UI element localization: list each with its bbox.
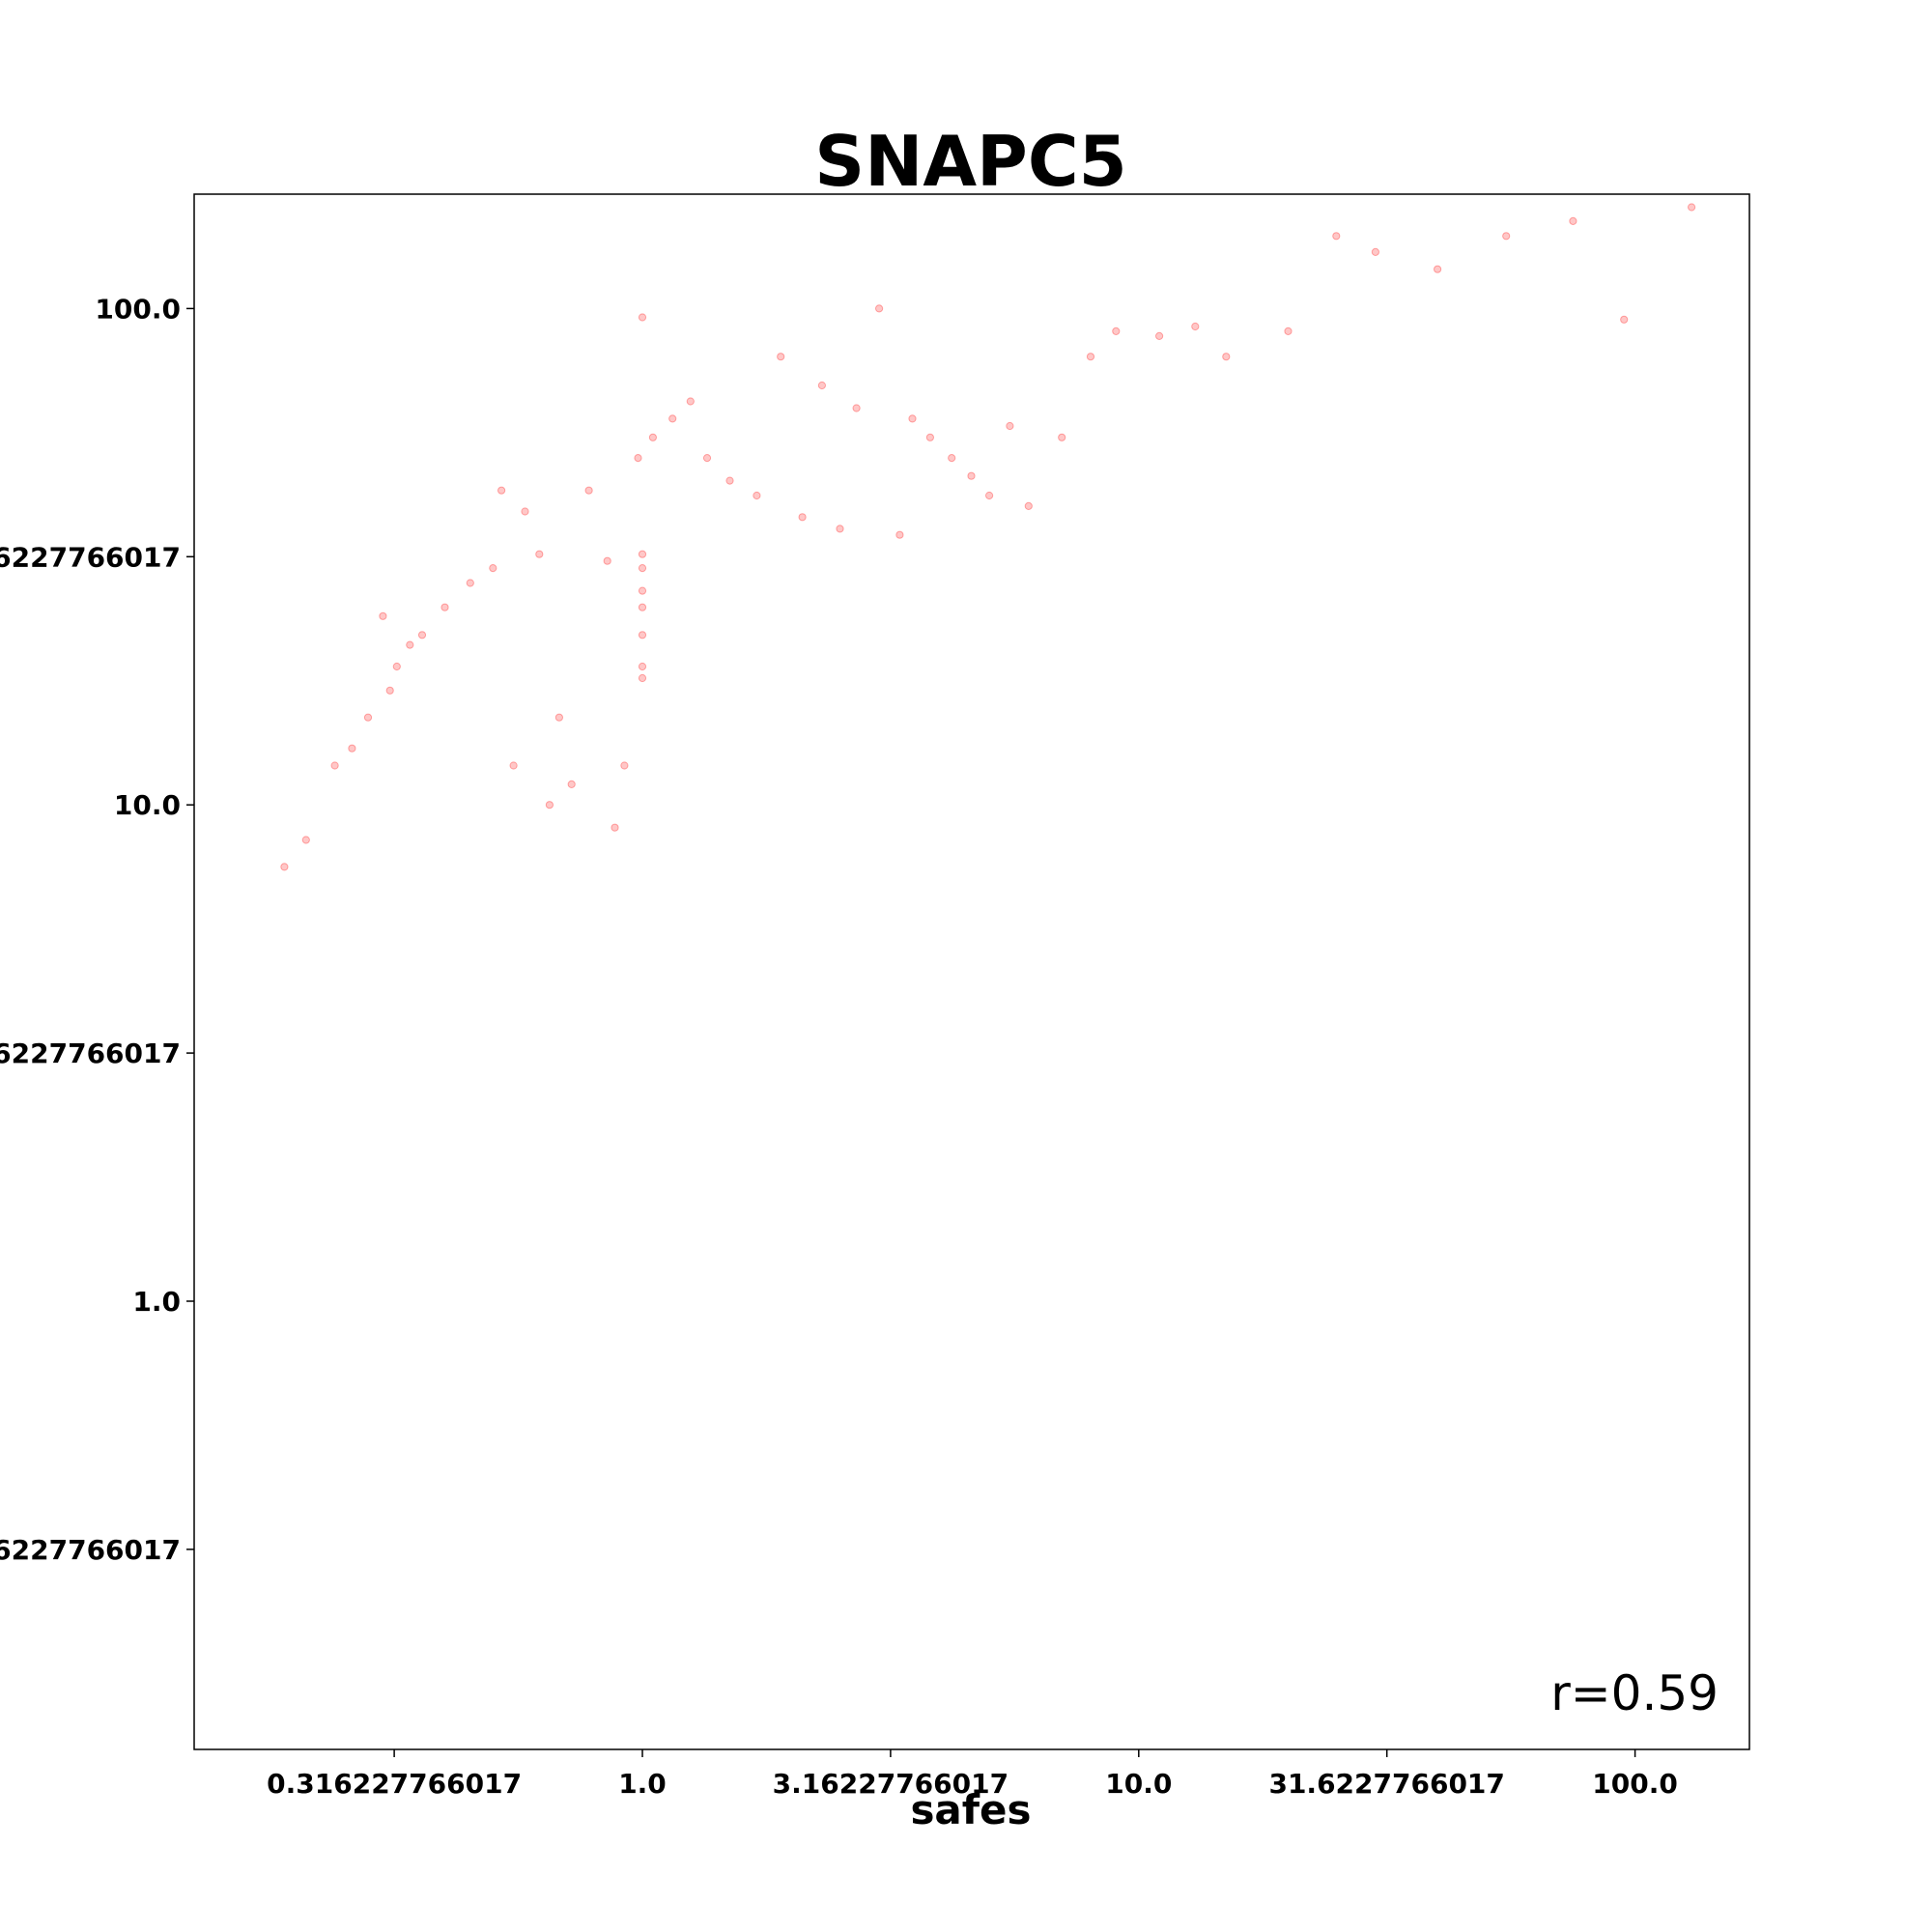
scatter-point xyxy=(545,801,554,810)
scatter-point xyxy=(1434,265,1442,273)
y-tick-label: 3.16227766017 xyxy=(0,1037,181,1069)
scatter-point xyxy=(967,471,976,480)
scatter-point xyxy=(348,744,356,753)
scatter-point xyxy=(1620,315,1629,324)
scatter-point xyxy=(1222,353,1231,361)
scatter-point xyxy=(1332,232,1341,241)
y-axis: 0.316227766017 1.0 3.16227766017 10.0 31.622… xyxy=(0,293,194,1566)
scatter-point xyxy=(301,836,310,844)
scatter-point xyxy=(638,586,647,595)
x-tick-label: 10.0 xyxy=(1105,1768,1172,1800)
scatter-point xyxy=(280,863,289,871)
scatter-point xyxy=(638,550,647,558)
scatter-point xyxy=(702,454,712,463)
scatter-point xyxy=(440,603,449,611)
y-tick-label: 31.6227766017 xyxy=(0,541,181,573)
scatter-point xyxy=(330,761,339,770)
scatter-point xyxy=(567,780,576,789)
y-tick-label: 0.316227766017 xyxy=(0,1534,181,1566)
scatter-point xyxy=(535,550,544,558)
scatter-point xyxy=(1006,421,1014,431)
scatter-point xyxy=(1112,327,1121,335)
scatter-point xyxy=(509,761,518,770)
x-tick-label: 1.0 xyxy=(618,1768,667,1800)
scatter-point xyxy=(417,631,427,639)
scatter-point xyxy=(798,513,807,522)
scatter-point xyxy=(497,486,506,495)
scatter-point xyxy=(603,556,611,565)
scatter-point xyxy=(1284,327,1293,335)
scatter-point xyxy=(392,662,401,671)
points-layer xyxy=(280,203,1696,871)
scatter-point xyxy=(363,713,373,722)
scatter-point xyxy=(638,564,647,573)
scatter-point xyxy=(1569,216,1577,225)
x-tick-label: 3.16227766017 xyxy=(773,1768,1009,1800)
x-tick-label: 31.6227766017 xyxy=(1268,1768,1504,1800)
scatter-point xyxy=(686,397,695,406)
scatter-point xyxy=(1086,353,1095,361)
scatter-point xyxy=(554,713,564,722)
scatter-point xyxy=(725,476,734,485)
scatter-point xyxy=(638,603,647,611)
scatter-point xyxy=(817,381,827,390)
scatter-point xyxy=(1155,331,1164,340)
scatter-point xyxy=(611,823,619,832)
chart-title: SNAPC5 xyxy=(814,121,1127,202)
scatter-point xyxy=(925,433,935,441)
scatter-point xyxy=(985,491,994,500)
scatter-point xyxy=(1024,501,1033,511)
scatter-point xyxy=(1688,203,1696,212)
scatter-point xyxy=(620,761,629,770)
scatter-point xyxy=(489,564,497,573)
x-tick-label: 0.316227766017 xyxy=(267,1768,522,1800)
scatter-point xyxy=(638,313,647,322)
scatter-point xyxy=(634,454,642,463)
scatter-point xyxy=(648,433,658,441)
scatter-point xyxy=(852,404,861,412)
scatter-point xyxy=(638,662,647,671)
scatter-point xyxy=(584,486,593,495)
scatter-point xyxy=(875,304,884,313)
y-tick-label: 10.0 xyxy=(114,789,181,821)
scatter-point xyxy=(668,414,677,423)
plot-frame xyxy=(193,193,1750,1750)
scatter-point xyxy=(1502,232,1511,241)
y-tick-label: 100.0 xyxy=(95,293,181,325)
scatter-point xyxy=(466,579,474,587)
scatter-point xyxy=(385,686,394,695)
scatter-point xyxy=(521,507,529,516)
scatter-point xyxy=(1191,322,1200,331)
x-axis: 0.316227766017 1.0 3.16227766017 10.0 31.622… xyxy=(267,1749,1678,1800)
scatter-point xyxy=(1058,433,1066,441)
scatter-point xyxy=(638,631,647,639)
scatter-point xyxy=(1371,247,1380,256)
scatter-point xyxy=(908,414,917,423)
y-tick-label: 1.0 xyxy=(132,1286,181,1318)
scatter-point xyxy=(379,611,387,620)
scatter-point xyxy=(895,530,904,539)
scatter-point xyxy=(836,525,844,533)
x-axis-label: safes xyxy=(910,1786,1031,1833)
scatter-point xyxy=(777,353,785,361)
x-tick-label: 100.0 xyxy=(1592,1768,1678,1800)
scatter-point xyxy=(638,673,647,683)
scatter-point xyxy=(406,640,414,649)
scatter-point xyxy=(753,491,761,500)
scatter-point xyxy=(948,454,956,463)
correlation-annotation: r=0.59 xyxy=(1550,1665,1719,1721)
